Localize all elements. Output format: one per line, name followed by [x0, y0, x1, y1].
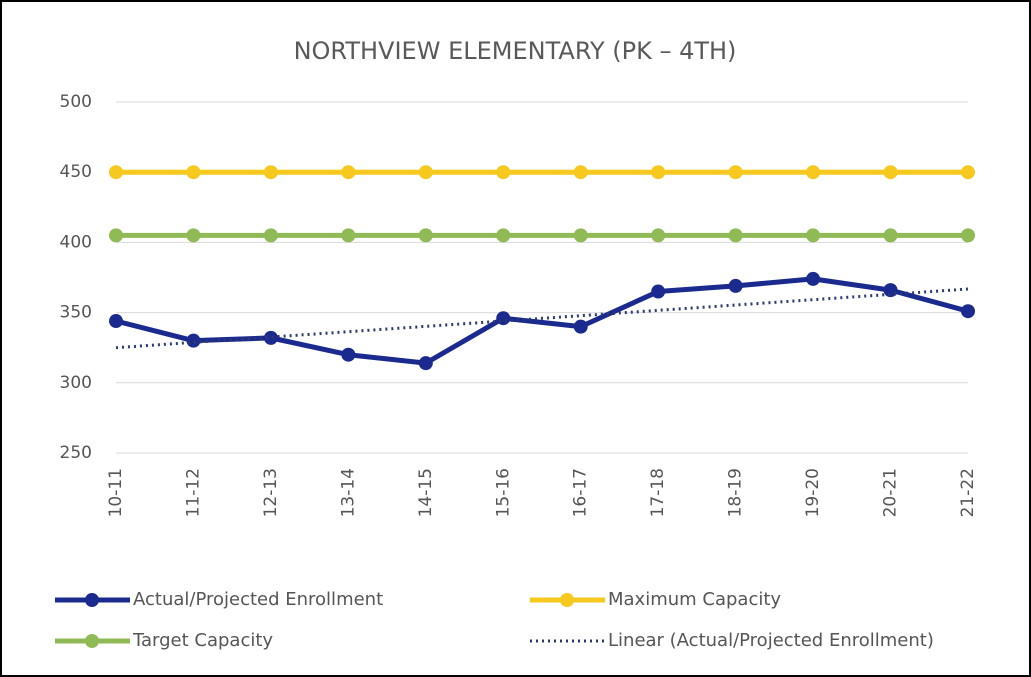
marker	[961, 165, 975, 180]
y-tick-label: 400	[60, 232, 92, 252]
legend-marker	[85, 634, 99, 648]
x-tick-label: 18-19	[726, 468, 746, 517]
marker	[883, 228, 898, 243]
marker	[186, 333, 201, 348]
marker	[496, 311, 511, 326]
x-tick-label: 21-22	[958, 468, 978, 517]
legend-label: Maximum Capacity	[608, 589, 781, 610]
marker	[341, 347, 356, 362]
series-line	[115, 287, 969, 350]
marker	[109, 165, 123, 180]
x-tick-label: 17-18	[648, 468, 668, 517]
x-tick-label: 20-21	[881, 468, 901, 517]
legend-label: Linear (Actual/Projected Enrollment)	[608, 630, 934, 651]
y-tick-label: 450	[60, 162, 92, 182]
y-tick-label: 250	[60, 443, 92, 463]
marker	[961, 228, 975, 243]
y-tick-label: 500	[60, 92, 92, 112]
x-tick-label: 15-16	[493, 468, 513, 517]
x-tick-label: 16-17	[571, 468, 591, 517]
chart-title: NORTHVIEW ELEMENTARY (PK – 4TH)	[294, 37, 737, 65]
marker	[806, 165, 821, 180]
marker	[186, 165, 201, 180]
marker	[806, 228, 821, 243]
marker	[728, 278, 743, 293]
x-tick-label: 13-14	[338, 468, 358, 517]
marker	[883, 165, 898, 180]
marker	[651, 228, 666, 243]
legend-label: Actual/Projected Enrollment	[133, 589, 383, 610]
x-tick-label: 12-13	[261, 468, 281, 517]
marker	[728, 165, 743, 180]
marker	[961, 304, 975, 319]
marker	[263, 165, 278, 180]
marker	[728, 228, 743, 243]
x-tick-label: 11-12	[183, 468, 203, 517]
marker	[651, 165, 666, 180]
marker	[109, 228, 123, 243]
series-line	[115, 276, 969, 366]
marker	[496, 228, 511, 243]
marker	[573, 319, 588, 334]
marker	[418, 165, 433, 180]
marker	[418, 228, 433, 243]
marker	[806, 271, 821, 286]
marker	[573, 228, 588, 243]
marker	[496, 165, 511, 180]
marker	[186, 228, 201, 243]
y-tick-label: 350	[60, 303, 92, 323]
legend-marker	[560, 593, 574, 607]
marker	[341, 165, 356, 180]
x-tick-label: 19-20	[803, 468, 823, 517]
legend-marker	[85, 593, 99, 607]
y-tick-label: 300	[60, 373, 92, 393]
marker	[573, 165, 588, 180]
marker	[341, 228, 356, 243]
legend-label: Target Capacity	[132, 630, 273, 651]
marker	[651, 284, 666, 299]
x-tick-label: 14-15	[416, 468, 436, 517]
marker	[883, 283, 898, 298]
marker	[109, 314, 123, 329]
marker	[418, 356, 433, 371]
x-tick-label: 10-11	[106, 468, 126, 517]
marker	[263, 228, 278, 243]
marker	[263, 330, 278, 345]
